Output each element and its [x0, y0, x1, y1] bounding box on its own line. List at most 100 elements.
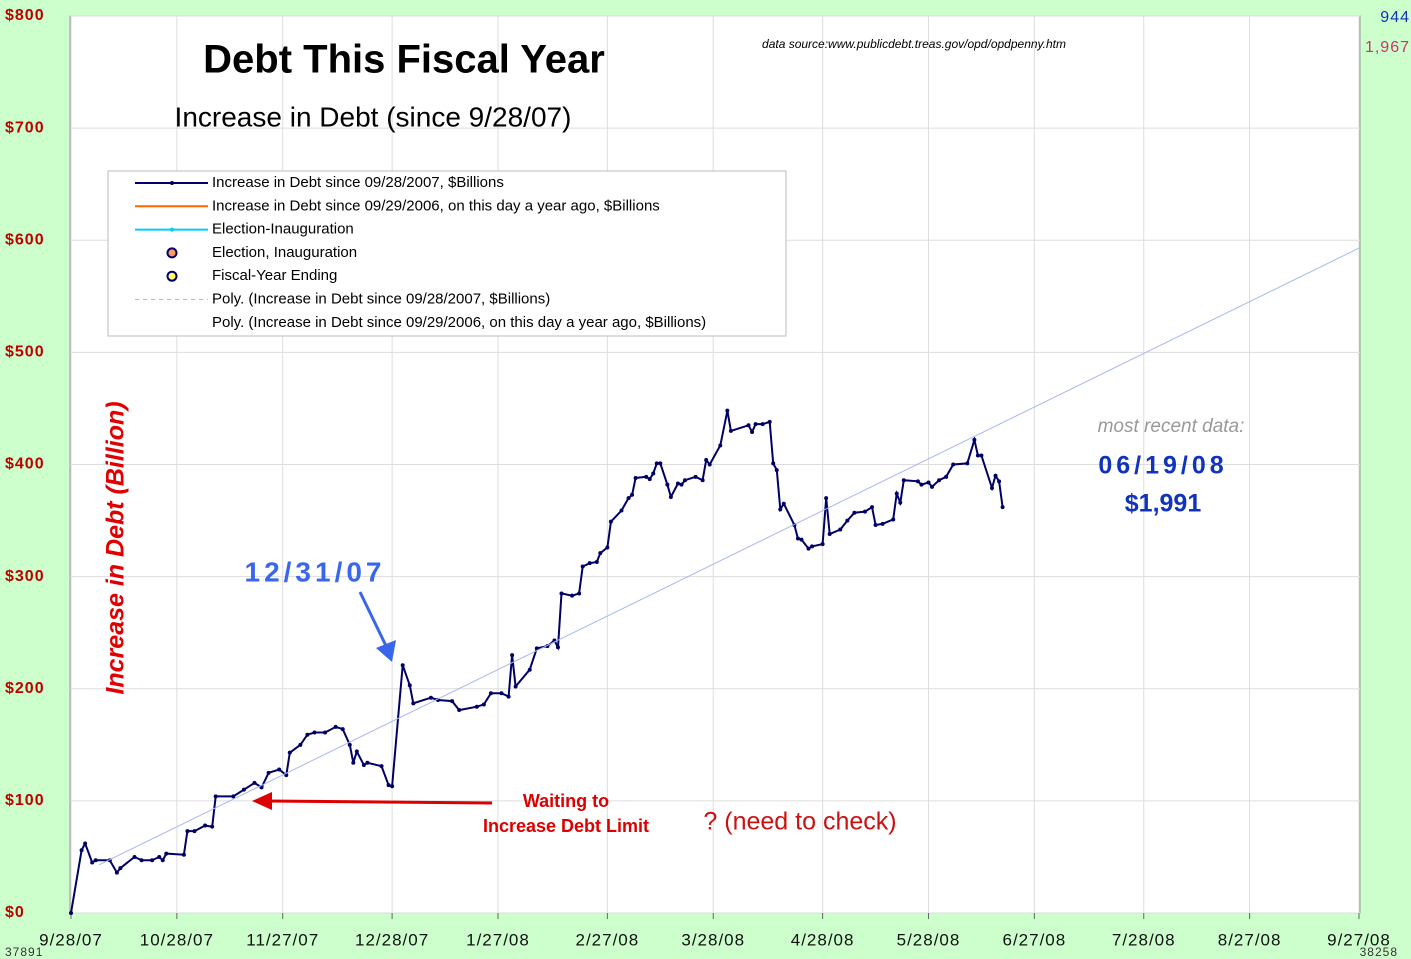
data-point — [873, 523, 878, 528]
data-point — [810, 544, 815, 549]
data-point — [457, 708, 462, 713]
x-tick-label: 1/27/08 — [466, 930, 530, 949]
y-axis-label: Increase in Debt (Billion) — [102, 401, 130, 694]
data-point — [644, 474, 649, 479]
annotation: Increase Debt Limit — [483, 816, 649, 836]
data-point — [400, 663, 405, 668]
data-point — [594, 560, 599, 565]
data-point — [997, 479, 1002, 484]
data-point — [668, 495, 673, 500]
data-point — [753, 422, 758, 427]
legend-label: Election-Inauguration — [212, 221, 354, 238]
data-point — [570, 593, 575, 598]
data-point — [679, 482, 684, 487]
legend-marker — [166, 270, 178, 282]
data-point — [481, 702, 486, 707]
data-point — [506, 694, 511, 699]
data-point — [266, 770, 271, 775]
data-point — [778, 507, 783, 512]
data-point — [351, 760, 356, 765]
data-point — [287, 750, 292, 755]
annotation: ? (need to check) — [703, 808, 896, 836]
data-point — [83, 841, 88, 846]
annotation: 12/31/07 — [245, 556, 386, 587]
corner-label: 944 — [1380, 9, 1410, 26]
data-point — [718, 443, 723, 448]
data-point — [534, 646, 539, 651]
data-point — [630, 492, 635, 497]
data-point — [626, 496, 631, 501]
data-point — [647, 477, 652, 482]
x-tick-label: 7/28/08 — [1112, 930, 1176, 949]
data-point — [192, 829, 197, 834]
data-point — [347, 742, 352, 747]
data-point — [993, 473, 998, 478]
data-point — [587, 561, 592, 566]
data-point — [150, 858, 155, 863]
y-tick-label: $800 — [5, 7, 45, 24]
data-point — [181, 852, 186, 857]
data-point — [1000, 505, 1005, 510]
data-point — [880, 521, 885, 526]
data-point — [474, 704, 479, 709]
data-point — [915, 479, 920, 484]
y-tick-label: $300 — [5, 568, 45, 585]
data-point — [760, 422, 765, 427]
data-point — [795, 536, 800, 541]
legend-label: Poly. (Increase in Debt since 09/28/2007… — [212, 290, 550, 307]
data-point — [365, 760, 370, 765]
legend-marker — [170, 181, 174, 185]
data-point — [990, 486, 995, 491]
data-point — [555, 645, 560, 650]
data-point — [683, 478, 688, 483]
data-point — [305, 732, 310, 737]
data-point — [213, 794, 218, 799]
data-point — [580, 564, 585, 569]
y-tick-label: $100 — [5, 792, 45, 809]
annotation: most recent data: — [1098, 416, 1245, 437]
data-point — [862, 509, 867, 514]
arrow — [358, 591, 390, 651]
data-point — [411, 701, 416, 706]
data-point — [608, 519, 613, 524]
y-tick-label: $600 — [5, 231, 45, 248]
data-point — [845, 518, 850, 523]
data-point — [944, 474, 949, 479]
data-point — [633, 475, 638, 480]
data-point — [323, 730, 328, 735]
data-point — [919, 482, 924, 487]
data-point — [767, 419, 772, 424]
corner-label: 37891 — [5, 945, 43, 959]
data-point — [298, 742, 303, 747]
legend-label: Fiscal-Year Ending — [212, 267, 337, 284]
data-point — [379, 764, 384, 769]
data-point — [241, 787, 246, 792]
data-point — [252, 780, 257, 785]
annotation: 06/19/08 — [1098, 452, 1227, 480]
data-point — [210, 824, 215, 829]
legend-box — [107, 170, 787, 337]
x-tick-label: 4/28/08 — [791, 930, 855, 949]
data-point — [898, 500, 903, 505]
data-point — [114, 870, 119, 875]
data-point — [259, 785, 264, 790]
legend-marker — [166, 247, 178, 259]
data-point — [824, 496, 829, 501]
data-point — [937, 478, 942, 483]
x-tick-label: 11/27/07 — [246, 930, 319, 949]
y-tick-label: $700 — [5, 119, 45, 136]
data-point — [675, 481, 680, 486]
arrow-head — [252, 792, 272, 810]
data-point — [951, 462, 956, 467]
data-point — [132, 854, 137, 859]
data-point — [139, 858, 144, 863]
data-point — [407, 683, 412, 688]
data-point — [827, 532, 832, 537]
x-tick-label: 10/28/07 — [140, 930, 214, 949]
data-point — [340, 727, 345, 732]
legend-marker — [170, 227, 174, 232]
data-point — [598, 551, 603, 556]
data-point — [926, 480, 931, 485]
data-point — [852, 510, 857, 515]
